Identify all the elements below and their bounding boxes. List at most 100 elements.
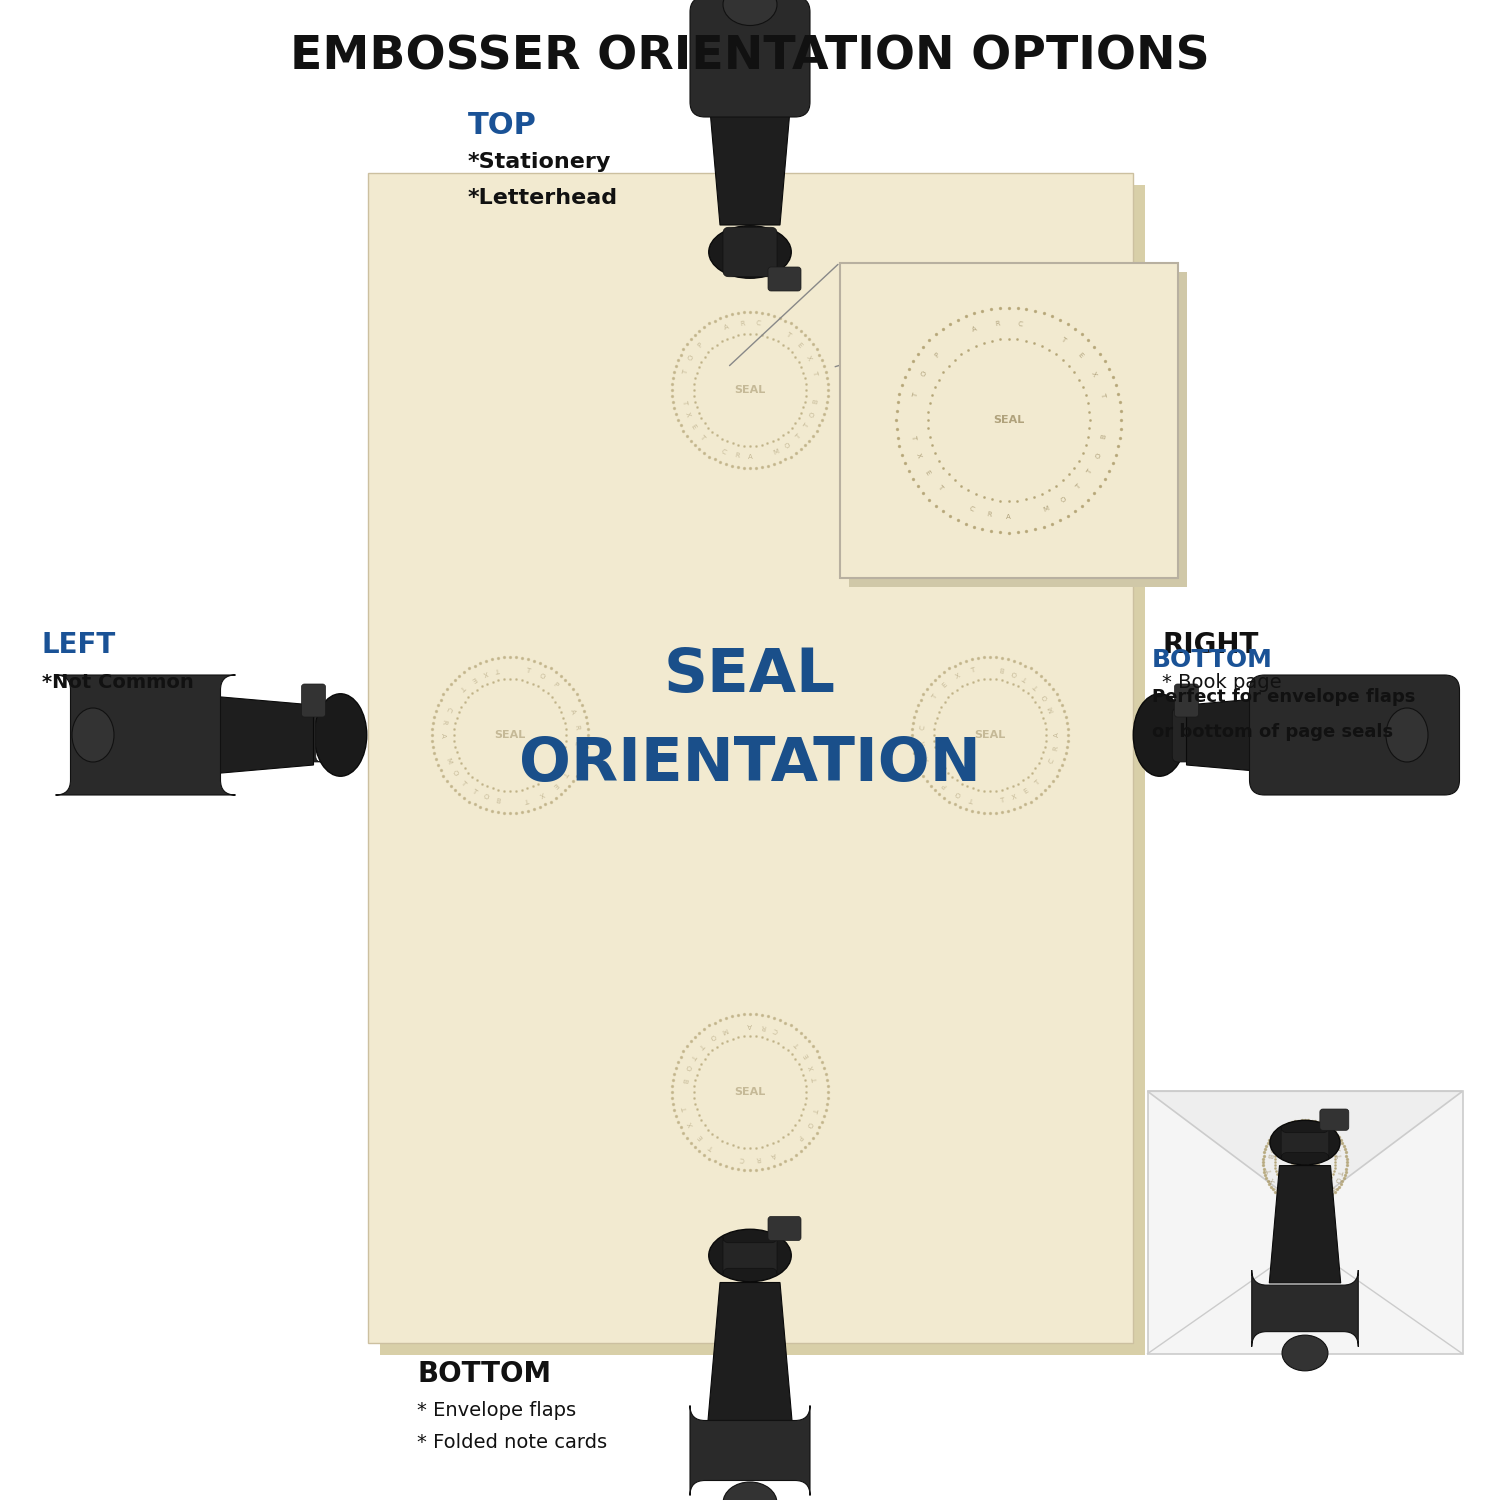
Text: X: X: [915, 452, 922, 459]
Text: T: T: [681, 399, 687, 405]
Ellipse shape: [723, 0, 777, 26]
Text: T: T: [1023, 675, 1031, 682]
Text: R: R: [1310, 1124, 1316, 1130]
Text: T: T: [1270, 1138, 1278, 1146]
Text: T: T: [459, 684, 466, 690]
Text: X: X: [954, 672, 962, 680]
Text: C: C: [1316, 1125, 1323, 1132]
Text: P: P: [933, 351, 940, 358]
Polygon shape: [708, 87, 792, 225]
Ellipse shape: [1282, 1335, 1328, 1371]
Text: C: C: [1048, 758, 1056, 765]
Ellipse shape: [708, 226, 792, 279]
Text: P: P: [942, 782, 948, 788]
Text: C: C: [968, 506, 975, 513]
FancyBboxPatch shape: [1320, 1108, 1348, 1131]
FancyBboxPatch shape: [690, 1406, 810, 1496]
Text: T: T: [812, 370, 818, 375]
Text: M: M: [1042, 506, 1050, 513]
Text: X: X: [1269, 1176, 1276, 1184]
Ellipse shape: [72, 708, 114, 762]
Text: R: R: [987, 512, 993, 518]
Text: E: E: [796, 340, 804, 348]
Text: O: O: [1011, 669, 1019, 676]
FancyBboxPatch shape: [849, 272, 1186, 586]
Text: B: B: [495, 798, 501, 804]
FancyBboxPatch shape: [1148, 1092, 1462, 1353]
Text: X: X: [538, 790, 546, 798]
Text: T: T: [1281, 1188, 1288, 1196]
Text: T: T: [1336, 1154, 1344, 1158]
Text: A: A: [770, 1150, 777, 1158]
FancyBboxPatch shape: [380, 184, 1144, 1354]
Text: R: R: [1306, 1194, 1312, 1202]
Text: T: T: [970, 796, 975, 802]
Text: A: A: [723, 324, 730, 332]
Ellipse shape: [1134, 693, 1185, 777]
Text: T: T: [999, 798, 1005, 804]
Text: T: T: [912, 392, 918, 398]
Text: P: P: [552, 682, 558, 688]
Text: M: M: [1287, 1125, 1294, 1132]
Text: C: C: [720, 448, 728, 456]
Text: A: A: [1314, 1192, 1322, 1200]
Text: E: E: [924, 470, 932, 476]
Text: SEAL: SEAL: [495, 730, 525, 740]
Text: M: M: [772, 448, 780, 456]
Text: *Letterhead: *Letterhead: [468, 188, 618, 209]
FancyBboxPatch shape: [56, 675, 236, 795]
Text: O: O: [687, 354, 694, 362]
FancyBboxPatch shape: [368, 172, 1132, 1342]
Text: E: E: [940, 681, 948, 688]
Text: O: O: [538, 672, 546, 680]
Text: R: R: [994, 321, 1000, 327]
Text: C: C: [740, 1155, 746, 1162]
FancyBboxPatch shape: [1251, 1270, 1359, 1347]
FancyBboxPatch shape: [1174, 684, 1198, 717]
Text: T: T: [795, 433, 801, 441]
Ellipse shape: [314, 693, 366, 777]
Text: RIGHT: RIGHT: [1162, 632, 1258, 658]
Text: Perfect for envelope flaps: Perfect for envelope flaps: [1152, 688, 1416, 706]
Text: R: R: [740, 320, 746, 327]
Text: T: T: [459, 780, 466, 786]
Text: A: A: [1007, 513, 1011, 520]
Text: X: X: [687, 1120, 694, 1128]
Text: M: M: [444, 758, 452, 765]
Text: E: E: [690, 423, 698, 430]
Text: O: O: [806, 1120, 813, 1128]
FancyBboxPatch shape: [1281, 1126, 1329, 1158]
Text: X: X: [808, 1064, 816, 1071]
Text: E: E: [696, 1134, 703, 1142]
Text: T: T: [784, 332, 790, 338]
Text: O: O: [1281, 1128, 1288, 1137]
Text: A: A: [747, 1022, 753, 1028]
Text: C: C: [1298, 1194, 1304, 1202]
Text: A: A: [568, 708, 576, 716]
Text: T: T: [1074, 484, 1082, 490]
Text: O: O: [482, 794, 489, 801]
Text: B: B: [1101, 433, 1107, 439]
FancyBboxPatch shape: [768, 1216, 801, 1240]
Ellipse shape: [723, 1482, 777, 1500]
Text: X: X: [482, 669, 489, 676]
Text: B: B: [1266, 1154, 1274, 1158]
Text: T: T: [1100, 392, 1106, 398]
Text: X: X: [1011, 794, 1019, 801]
Text: O: O: [954, 790, 962, 798]
FancyBboxPatch shape: [302, 684, 326, 717]
Text: T: T: [470, 788, 477, 795]
Text: X: X: [1090, 370, 1098, 376]
Text: T: T: [813, 1077, 819, 1083]
Text: O: O: [1041, 693, 1050, 700]
Text: T: T: [910, 433, 916, 439]
Polygon shape: [708, 1282, 792, 1420]
Text: SEAL: SEAL: [735, 386, 765, 394]
Text: T: T: [699, 433, 705, 441]
Text: A: A: [924, 754, 932, 762]
Text: R: R: [760, 1023, 766, 1029]
Text: TOP: TOP: [468, 111, 537, 141]
Text: A: A: [972, 326, 978, 333]
Text: O: O: [1059, 496, 1066, 504]
Text: A: A: [440, 732, 446, 738]
